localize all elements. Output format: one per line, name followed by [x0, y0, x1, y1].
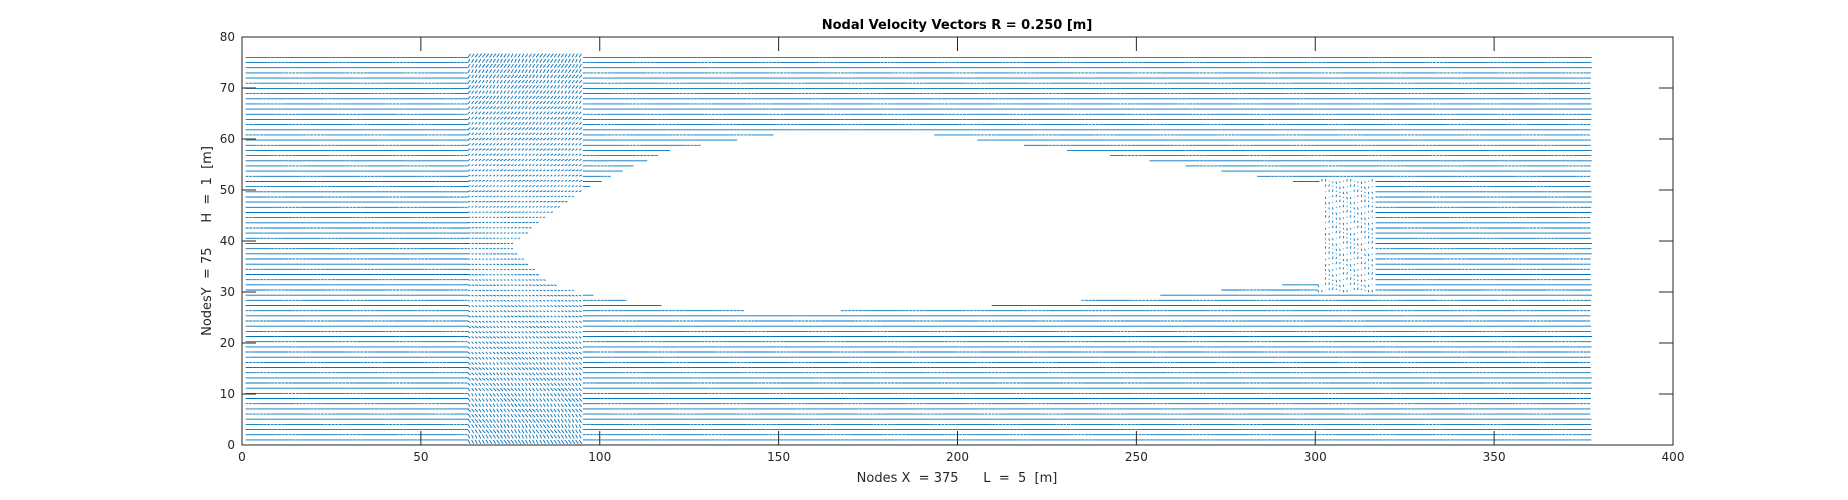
y-tick-label: 80	[220, 30, 235, 44]
y-tick-label: 10	[220, 387, 235, 401]
velocity-vectors	[245, 53, 1592, 444]
y-tick-label: 0	[227, 438, 235, 452]
velocity-vector-arrows	[245, 53, 1592, 444]
axis-ticks: 0 50 100 150 200 250 300 350 400 0 10 20 30 40 50 60 70 8…	[220, 30, 1685, 464]
x-tick-label: 300	[1304, 450, 1327, 464]
y-tick-label: 40	[220, 234, 235, 248]
x-tick-label: 350	[1483, 450, 1506, 464]
x-tick-label: 150	[767, 450, 790, 464]
x-tick-label: 0	[238, 450, 246, 464]
y-tick-label: 20	[220, 336, 235, 350]
x-tick-label: 50	[413, 450, 428, 464]
chart-title: Nodal Velocity Vectors R = 0.250 [m]	[822, 18, 1093, 33]
x-tick-label: 400	[1662, 450, 1685, 464]
y-tick-label: 70	[220, 81, 235, 95]
x-axis-label: Nodes X = 375 L = 5 [m]	[857, 471, 1058, 486]
x-tick-label: 100	[588, 450, 611, 464]
axes-box	[241, 36, 1674, 446]
x-tick-label: 250	[1125, 450, 1148, 464]
x-tick-label: 200	[946, 450, 969, 464]
y-tick-label: 50	[220, 183, 235, 197]
y-tick-label: 60	[220, 132, 235, 146]
y-axis-label: NodesY = 75 H = 1 [m]	[200, 146, 215, 336]
y-tick-label: 30	[220, 285, 235, 299]
